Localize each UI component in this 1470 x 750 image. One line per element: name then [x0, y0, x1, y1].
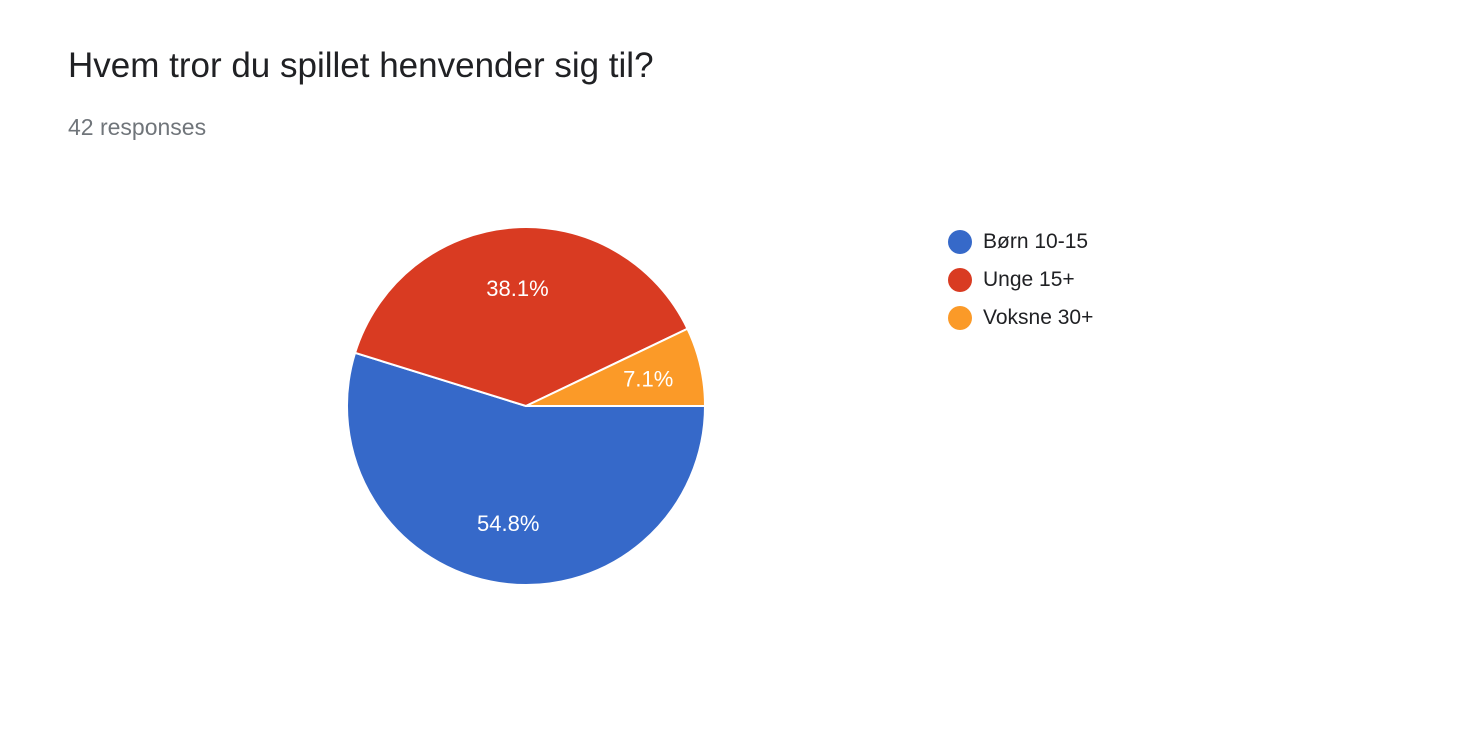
legend-label-unge: Unge 15+	[983, 268, 1075, 291]
pie-labels: 54.8% 38.1% 7.1%	[477, 276, 673, 536]
response-count: 42 responses	[68, 114, 207, 140]
legend-label-voksne: Voksne 30+	[983, 306, 1094, 329]
legend-item-unge[interactable]: Unge 15+	[948, 261, 1093, 299]
legend-swatch-unge	[948, 268, 972, 292]
question-title: Hvem tror du spillet henvender sig til?	[68, 46, 654, 85]
legend-item-voksne[interactable]: Voksne 30+	[948, 299, 1093, 337]
legend-label-born: Børn 10-15	[983, 230, 1089, 253]
pie-slice-voksne[interactable]	[525, 327, 707, 407]
legend-swatch-voksne	[948, 306, 972, 330]
pie-slice-unge[interactable]	[353, 226, 689, 408]
pie-label-unge: 38.1%	[486, 276, 548, 301]
legend-swatch-born	[948, 230, 972, 254]
pie-slices	[346, 226, 707, 586]
pie-label-born: 54.8%	[477, 511, 539, 536]
legend-item-born[interactable]: Børn 10-15	[948, 223, 1093, 261]
pie-slice-born[interactable]	[346, 351, 707, 586]
legend: Børn 10-15 Unge 15+ Voksne 30+	[948, 223, 1093, 337]
pie-label-voksne: 7.1%	[623, 366, 673, 391]
